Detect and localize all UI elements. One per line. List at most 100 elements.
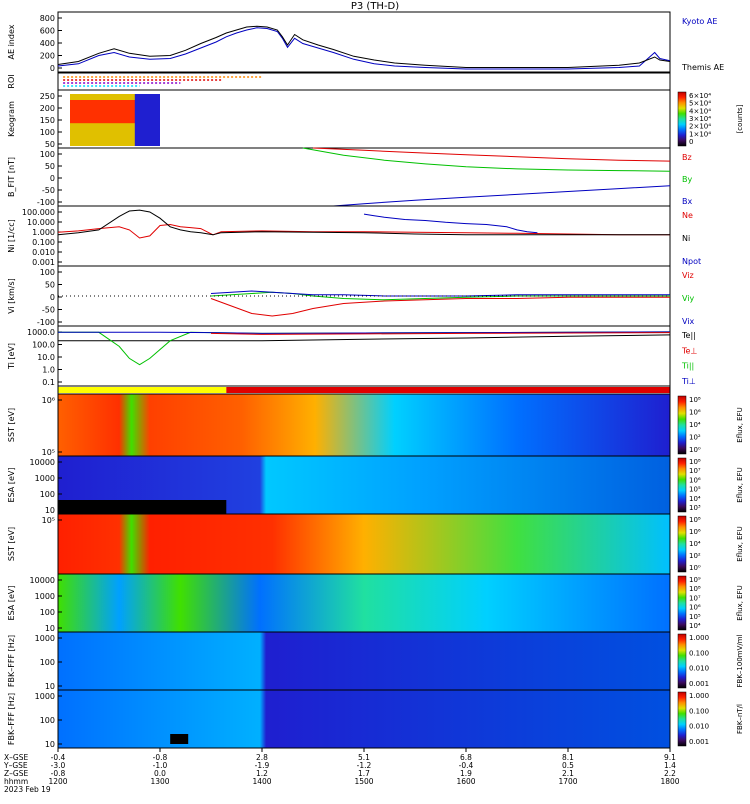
xaxis-row-label: X–GSE — [4, 753, 28, 762]
colorbar — [677, 457, 687, 513]
panel-keogram: Keogram 250 200 150 100 50 6×10⁴5×10⁴4×10⁴3×10… — [7, 89, 744, 149]
xaxis-value: 1200 — [48, 777, 67, 786]
ylabel-keogram: Keogram — [7, 101, 16, 137]
ytick-label: 0 — [50, 174, 55, 183]
panel-temperature: Ti [eV] 1000.0 100.0 10.0 1.0 0.1 Te|| Te⊥ Ti|| T… — [7, 325, 697, 387]
colorbar-tick: 10⁵ — [689, 486, 701, 494]
series-viz — [210, 296, 670, 317]
ytick-label: 0 — [50, 293, 55, 302]
series-ne — [57, 223, 670, 239]
ytick-label: 200 — [40, 104, 55, 113]
ylabel-temperature: Ti [eV] — [7, 343, 16, 370]
heatmap-sst_ion — [58, 394, 670, 456]
series-by — [302, 147, 671, 172]
colorbar-tick: 6×10⁴ — [689, 92, 711, 100]
ytick-label: 200 — [40, 52, 55, 61]
xaxis-value: 0.5 — [562, 761, 574, 770]
legend-bz: Bz — [682, 153, 692, 162]
colorbar-tick: 10⁸ — [689, 516, 701, 524]
ytick-label: 100 — [40, 658, 55, 667]
series-te — [210, 332, 671, 335]
legend-te: Te⊥ — [681, 346, 697, 355]
ytick-label: 10 — [45, 506, 55, 515]
colorbar-tick: 10⁸ — [689, 396, 701, 404]
ytick-label: 0.1 — [42, 378, 55, 387]
ytick-label: 1.000 — [32, 228, 55, 237]
xaxis-row-label: Y–GSE — [3, 761, 28, 770]
fbk-dark-patch — [170, 734, 189, 744]
legend-by: By — [682, 175, 692, 184]
series-bz — [312, 147, 671, 162]
colorbar-tick: 10⁴ — [689, 540, 701, 548]
colorbar — [677, 633, 687, 689]
ylabel-fbk_e: FBK–FFF [Hz] — [7, 635, 16, 687]
legend-npot: Npot — [682, 257, 701, 266]
ytick-label: 100.0 — [32, 341, 55, 350]
colorbar-tick: 5×10⁴ — [689, 100, 711, 108]
xaxis-value: -0.4 — [51, 753, 66, 762]
xaxis-value: 6.8 — [460, 753, 472, 762]
panel-fbk_e: FBK–FFF [Hz] 1000 100 10 1.000 0.100 0.010 0.00… — [7, 631, 744, 691]
panel-sst_ion: SST [eV] 10⁶ 10⁵ 10⁸ 10⁶ 10⁴ 10² 10⁰ Eflux, EFU — [7, 393, 744, 457]
esa-ion-low-energy — [58, 500, 227, 514]
colorbar-tick: 10⁴ — [689, 622, 701, 630]
colorbar-tick: 10⁷ — [689, 594, 701, 602]
ylabel-ae: AE index — [7, 24, 16, 59]
colorbar-tick: 0.010 — [689, 723, 709, 731]
ytick-label: -100 — [37, 198, 55, 207]
panel-frame — [57, 72, 671, 91]
xaxis-value: 2.2 — [664, 769, 676, 778]
xaxis-value: 8.1 — [562, 753, 574, 762]
colorbar-tick: 10⁰ — [689, 446, 701, 454]
xaxis-value: 2.1 — [562, 769, 574, 778]
ytick-label: 800 — [40, 14, 55, 23]
xaxis-value: 0.0 — [154, 769, 166, 778]
colorbar-tick: 0.001 — [689, 680, 709, 688]
series-bx — [333, 185, 671, 207]
xaxis-value: 1.2 — [256, 769, 268, 778]
xaxis-value: -3.0 — [51, 761, 66, 770]
ytick-label: 100 — [40, 490, 55, 499]
colorbar-tick: 10⁴ — [689, 421, 701, 429]
ytick-label: 1000 — [35, 592, 55, 601]
mode-slow — [58, 387, 227, 393]
ytick-label: 10 — [45, 624, 55, 633]
ytick-label: -50 — [42, 306, 55, 315]
colorbar-tick: 10⁵ — [689, 613, 701, 621]
ytick-label: 10 — [45, 740, 55, 749]
keogram-aurora — [70, 100, 138, 124]
xaxis-value: 5.1 — [358, 753, 370, 762]
xaxis-value: 1500 — [354, 777, 373, 786]
xaxis-row-label: Z–GSE — [4, 769, 28, 778]
series-vix — [210, 290, 670, 297]
legend-viy: Viy — [682, 294, 695, 303]
panel-velocity: Vi [km/s] 100 50 0 -50 -100 Viz Viy Vix — [7, 265, 695, 327]
colorbar-tick: 10⁰ — [689, 564, 701, 572]
colorbar-tick: 10⁸ — [689, 585, 701, 593]
panel-frame — [57, 147, 671, 207]
ytick-label: 10 — [45, 682, 55, 691]
xaxis-value: 1300 — [150, 777, 169, 786]
panel-fbk_b: FBK–FFF [Hz] 1000 100 10 1.000 0.100 0.010 0.00… — [7, 689, 744, 749]
legend-themisae: Themis AE — [681, 63, 724, 72]
colorbar-tick: 10⁶ — [689, 604, 701, 612]
ytick-label: 10000 — [30, 576, 55, 585]
ytick-label: 1000 — [35, 474, 55, 483]
legend-te: Te|| — [681, 331, 696, 340]
ytick-label: 100 — [40, 608, 55, 617]
ytick-label: 10.000 — [27, 218, 55, 227]
xaxis-value: -1.9 — [255, 761, 270, 770]
ylabel-sst_elec: SST [eV] — [7, 527, 16, 561]
panel-frame — [57, 11, 671, 73]
colorbar-tick: 4×10⁴ — [689, 107, 711, 115]
colorbar-label: Eflux, EFU — [736, 467, 744, 502]
ytick-label: -100 — [37, 318, 55, 327]
xaxis-value: 1800 — [660, 777, 679, 786]
ytick-label: 10000 — [30, 458, 55, 467]
xaxis-value: -1.0 — [153, 761, 168, 770]
colorbar-tick: 10⁶ — [689, 409, 701, 417]
panel-ae: AE index 800 600 400 200 0 Kyoto AE Themis AE — [7, 11, 724, 73]
series-kyotoae — [57, 27, 671, 70]
